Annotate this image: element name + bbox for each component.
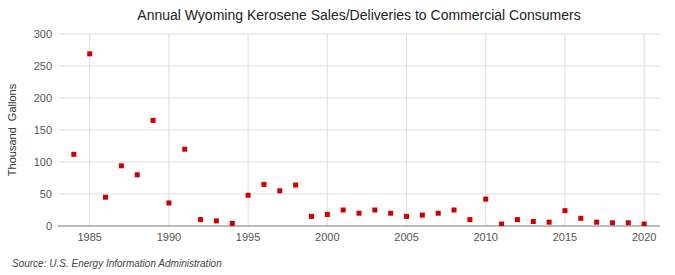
point: [246, 193, 251, 198]
point: [103, 195, 108, 200]
point: [325, 212, 330, 217]
point: [135, 172, 140, 177]
point: [547, 220, 552, 225]
y-axis-label: Thousand Gallons: [6, 83, 18, 176]
x-tick-label: 2010: [473, 231, 497, 243]
point: [357, 211, 362, 216]
source-note: Source: U.S. Energy Information Administ…: [12, 258, 222, 269]
point: [594, 220, 599, 225]
point: [404, 214, 409, 219]
point: [642, 222, 647, 226]
point: [452, 208, 457, 213]
point: [499, 222, 504, 226]
point: [87, 51, 92, 56]
point: [420, 213, 425, 218]
point: [182, 147, 187, 152]
y-tick-label: 50: [40, 188, 52, 200]
x-axis-line: [58, 226, 660, 227]
x-tick-label: 2020: [632, 231, 656, 243]
chart-container: 0 50 100 150 200 250 300 1985 1990 1995 2000 2005 20…: [0, 0, 675, 275]
y-tick-label: 250: [34, 60, 52, 72]
x-tick-label: 2005: [394, 231, 418, 243]
point: [610, 220, 615, 225]
y-tick-label: 0: [46, 220, 52, 232]
y-grid-line: [58, 98, 660, 99]
point: [293, 183, 298, 188]
point: [515, 217, 520, 222]
point: [151, 118, 156, 123]
x-grid-line: [406, 34, 407, 226]
x-tick-label: 1985: [77, 231, 101, 243]
point: [483, 197, 488, 202]
point: [562, 208, 567, 213]
point: [277, 188, 282, 193]
x-grid-line: [327, 34, 328, 226]
x-grid-line: [644, 34, 645, 226]
chart-svg: 0 50 100 150 200 250 300 1985 1990 1995 2000 2005 20…: [0, 0, 675, 275]
point: [467, 217, 472, 222]
points: [71, 51, 646, 226]
y-tick-label: 200: [34, 92, 52, 104]
x-grid-line: [168, 34, 169, 226]
y-tick-label: 150: [34, 124, 52, 136]
y-grid-line: [58, 194, 660, 195]
grid: [58, 34, 660, 226]
point: [71, 152, 76, 157]
point: [388, 211, 393, 216]
point: [436, 211, 441, 216]
point: [166, 200, 171, 205]
x-grid-line: [564, 34, 565, 226]
point: [309, 214, 314, 219]
y-grid-line: [58, 66, 660, 67]
point: [531, 219, 536, 224]
point: [198, 217, 203, 222]
title: Annual Wyoming Kerosene Sales/Deliveries…: [137, 7, 580, 23]
y-grid-line: [58, 162, 660, 163]
y-tick-label: 300: [34, 28, 52, 40]
x-tick-label: 1990: [157, 231, 181, 243]
y-grid-line: [58, 34, 660, 35]
x-tick-label: 1995: [236, 231, 260, 243]
point: [119, 163, 124, 168]
y-grid-line: [58, 130, 660, 131]
x-tick-label: 2015: [553, 231, 577, 243]
point: [230, 221, 235, 226]
x-grid-line: [89, 34, 90, 226]
point: [626, 220, 631, 225]
point: [372, 208, 377, 213]
y-tick-label: 100: [34, 156, 52, 168]
point: [341, 208, 346, 213]
y-grid-line: [58, 226, 660, 227]
point: [214, 218, 219, 223]
point: [261, 182, 266, 187]
point: [578, 216, 583, 221]
x-tick-label: 2000: [315, 231, 339, 243]
